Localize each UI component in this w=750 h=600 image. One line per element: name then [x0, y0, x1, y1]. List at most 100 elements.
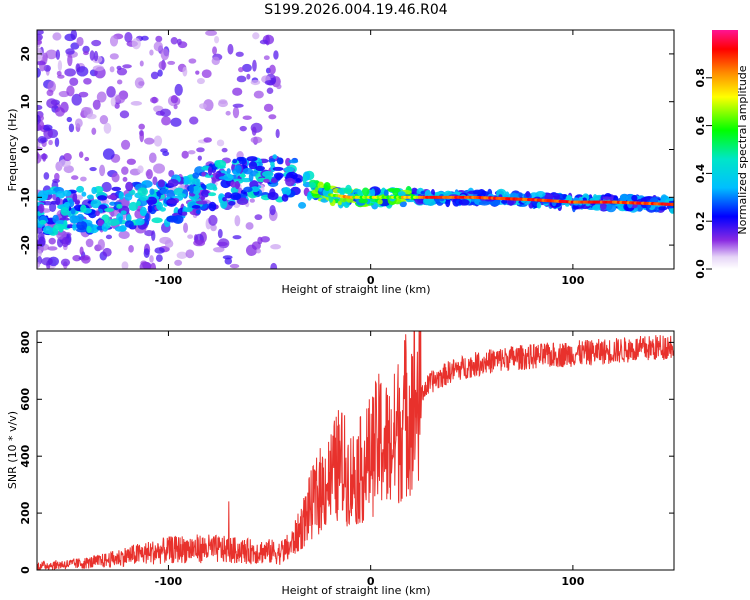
heatmap-cell: [181, 150, 189, 159]
heatmap-cell: [203, 99, 214, 112]
heatmap-cell: [84, 156, 90, 162]
y-tick-label: 800: [19, 331, 32, 354]
heatmap-cell: [37, 39, 43, 45]
heatmap-cell: [216, 139, 225, 147]
heatmap-cell: [217, 228, 223, 239]
heatmap-cell: [39, 219, 47, 225]
heatmap-cell: [173, 104, 178, 110]
heatmap-cell: [200, 195, 206, 201]
heatmap-cell: [183, 222, 188, 234]
heatmap-cell: [42, 225, 53, 235]
heatmap-cell: [131, 38, 141, 50]
heatmap-cell: [489, 199, 501, 207]
heatmap-cell: [170, 37, 178, 45]
y-tick-label: 600: [19, 387, 32, 410]
heatmap-cell: [189, 116, 199, 125]
heatmap-cell: [227, 43, 234, 55]
heatmap-cell: [195, 200, 208, 205]
heatmap-cell: [212, 46, 218, 55]
heatmap-cell: [65, 48, 75, 55]
heatmap-cell: [109, 35, 119, 47]
heatmap-cell: [187, 150, 196, 155]
heatmap-cell: [39, 137, 48, 143]
heatmap-cell: [118, 230, 130, 239]
heatmap-cell: [119, 110, 130, 119]
heatmap-cell: [302, 174, 307, 184]
heatmap-cell: [54, 137, 60, 148]
heatmap-cell: [157, 179, 166, 188]
heatmap-cell: [86, 194, 94, 200]
heatmap-cell: [260, 236, 270, 243]
heatmap-cell: [55, 190, 66, 199]
heatmap-cells: [37, 30, 674, 269]
heatmap-cell: [177, 193, 187, 198]
heatmap-cell: [276, 157, 284, 165]
heatmap-cell: [631, 194, 638, 202]
y-tick-label: 200: [19, 501, 32, 524]
heatmap-cell: [103, 122, 112, 134]
heatmap-cell: [80, 204, 87, 213]
heatmap-cell: [143, 248, 150, 259]
heatmap-cell: [358, 198, 368, 204]
heatmap-cell: [200, 189, 210, 198]
heatmap-cell: [246, 156, 258, 162]
heatmap-cell: [72, 254, 82, 262]
heatmap-cell: [72, 193, 78, 203]
heatmap-cell: [70, 30, 78, 40]
heatmap-cell: [203, 137, 212, 143]
heatmap-cell: [48, 237, 56, 245]
heatmap-cell: [162, 151, 170, 157]
heatmap-cell: [130, 101, 143, 106]
heatmap-cell: [139, 206, 147, 217]
heatmap-cell: [37, 61, 46, 66]
heatmap-cell: [275, 128, 280, 139]
heatmap-cell: [207, 166, 213, 176]
colorbar-gradient: [712, 30, 738, 269]
heatmap-cell: [151, 217, 163, 224]
heatmap-cell: [124, 31, 133, 43]
heatmap-cell: [238, 67, 244, 73]
heatmap-cell: [120, 210, 127, 215]
heatmap-cell: [170, 117, 182, 127]
heatmap-cell: [472, 189, 482, 195]
y-tick-label: -20: [19, 235, 32, 255]
x-tick-label: 0: [367, 274, 375, 287]
heatmap-cell: [263, 178, 270, 183]
heatmap-cell: [156, 201, 163, 211]
heatmap-cell: [458, 199, 470, 206]
heatmap-cell: [116, 203, 123, 209]
heatmap-cell: [226, 168, 231, 175]
heatmap-cell: [42, 124, 53, 131]
heatmap-cell: [67, 54, 73, 67]
heatmap-cell: [232, 103, 244, 108]
heatmap-cell: [553, 193, 561, 201]
heatmap-cell: [167, 60, 176, 65]
heatmap-cell: [270, 262, 278, 269]
heatmap-cell: [232, 158, 238, 164]
heatmap-cell: [71, 93, 82, 106]
heatmap-cell: [139, 60, 144, 67]
heatmap-cell: [318, 187, 323, 192]
heatmap-cell: [220, 199, 228, 209]
heatmap-cell: [140, 35, 149, 41]
heatmap-cell: [283, 166, 295, 173]
heatmap-cell: [105, 222, 111, 229]
heatmap-cell: [276, 83, 282, 90]
heatmap-cell: [214, 35, 220, 44]
heatmap-cell: [188, 184, 194, 194]
heatmap-cell: [160, 48, 170, 61]
heatmap-cell: [242, 63, 252, 73]
heatmap-cell: [267, 191, 279, 201]
heatmap-cell: [602, 196, 611, 201]
heatmap-cell: [121, 261, 129, 269]
colorbar-tick-label: 0.4: [694, 163, 707, 183]
heatmap-cell: [217, 238, 230, 249]
spectrogram-x-label: Height of straight line (km): [281, 283, 430, 296]
colorbar-tick-label: 0.2: [694, 211, 707, 231]
heatmap-cell: [599, 202, 607, 211]
heatmap-cell: [248, 172, 254, 182]
heatmap-cell: [139, 195, 149, 201]
heatmap-cell: [124, 220, 134, 228]
heatmap-cell: [317, 181, 325, 190]
heatmap-cell: [147, 205, 153, 213]
